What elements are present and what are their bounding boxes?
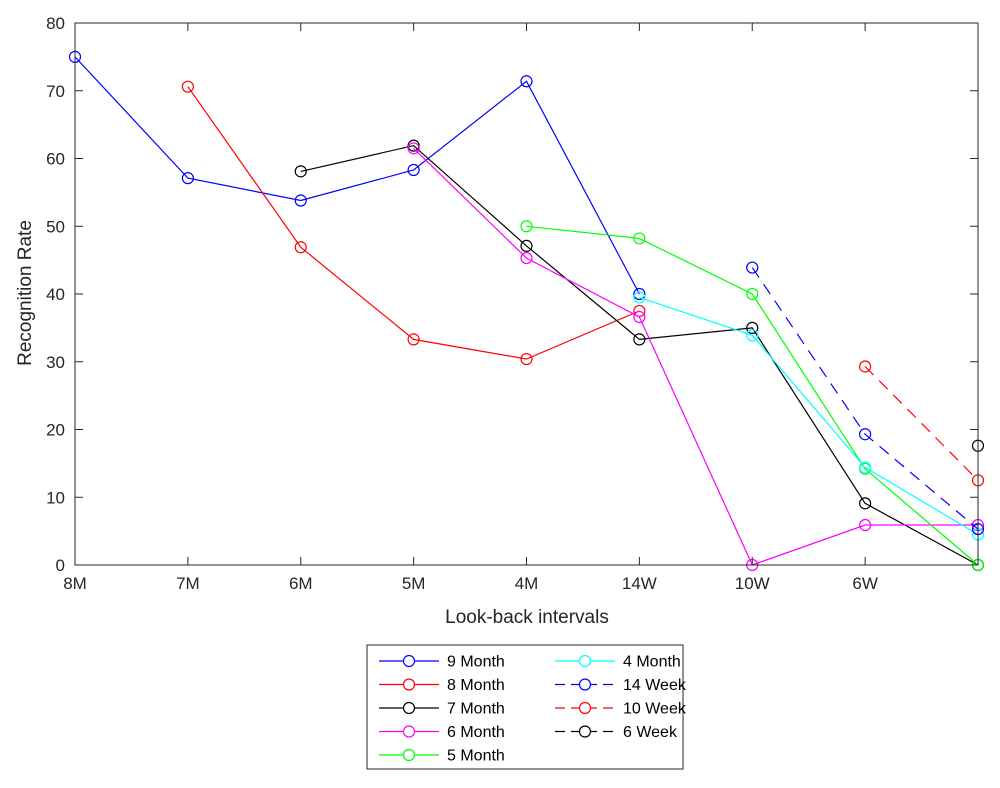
x-tick-label: 6W [852, 574, 878, 593]
legend-label: 7 Month [447, 701, 505, 718]
legend-marker [402, 725, 416, 738]
legend-marker [578, 654, 592, 668]
data-point [294, 165, 307, 178]
y-tick-label: 40 [46, 285, 65, 304]
y-tick-label: 30 [46, 353, 65, 372]
legend-item: 8 Month [379, 677, 505, 694]
data-point [859, 428, 872, 441]
series-line [864, 366, 979, 481]
data-point [633, 232, 646, 245]
legend-label: 10 Week [623, 701, 687, 718]
legend-label: 14 Week [623, 677, 687, 694]
data-point [746, 287, 759, 301]
data-point [633, 333, 646, 346]
legend-marker [402, 748, 416, 762]
series-line [187, 86, 640, 360]
legend-marker [578, 678, 592, 691]
series-line [74, 56, 640, 295]
legend-box [366, 644, 684, 770]
data-point [859, 360, 872, 373]
x-tick-label: 8M [63, 574, 87, 593]
y-tick-label: 80 [46, 14, 65, 33]
legend-label: 5 Month [447, 748, 505, 765]
x-tick-label: 10W [735, 574, 770, 593]
series-line [639, 296, 979, 536]
data-point [520, 251, 533, 265]
y-tick-label: 60 [46, 150, 65, 169]
data-point [520, 220, 533, 233]
series-line [413, 147, 978, 566]
legend-item: 6 Week [555, 724, 678, 741]
data-point [181, 80, 194, 93]
plot-area [68, 50, 985, 572]
legend-item: 14 Week [555, 677, 687, 694]
series-line [300, 144, 979, 566]
x-tick-label: 4M [515, 574, 539, 593]
legend-label: 6 Week [623, 724, 678, 741]
legend-label: 6 Month [447, 724, 505, 741]
legend-label: 9 Month [447, 654, 505, 671]
y-tick-label: 10 [46, 488, 65, 507]
data-point [407, 163, 420, 177]
y-tick-label: 70 [46, 82, 65, 101]
x-tick-label: 7M [176, 574, 200, 593]
x-tick-label: 5M [402, 574, 426, 593]
legend-item: 6 Month [379, 724, 505, 741]
y-axis-title: Recognition Rate [15, 220, 36, 366]
data-point [746, 321, 759, 334]
legend-marker [402, 701, 416, 715]
data-point [633, 310, 646, 324]
y-tick-label: 50 [46, 217, 65, 236]
series-8-month [181, 80, 646, 366]
x-tick-label: 6M [289, 574, 313, 593]
x-tick-label: 14W [622, 574, 657, 593]
legend-label: 8 Month [447, 677, 505, 694]
data-point [633, 287, 646, 301]
legend-item: 5 Month [379, 748, 505, 765]
legend-marker [402, 654, 416, 668]
legend-item: 10 Week [555, 701, 687, 718]
data-point [746, 329, 759, 342]
legend-item: 9 Month [379, 654, 505, 671]
y-tick-label: 0 [56, 556, 65, 575]
chart-legend: 9 Month 8 Month 7 Month 6 Month 5 Month 4 Mon… [366, 644, 687, 770]
legend-marker [578, 725, 592, 738]
data-point [859, 518, 872, 532]
series-4-month [633, 291, 985, 541]
data-point [859, 497, 872, 510]
data-point [407, 142, 420, 155]
data-point [520, 75, 533, 88]
data-point [294, 194, 307, 207]
data-point [407, 333, 420, 346]
legend-item: 7 Month [379, 701, 505, 718]
data-point [633, 291, 646, 304]
data-point [520, 352, 533, 366]
legend-marker [578, 701, 592, 715]
x-axis-title: Look-back intervals [445, 607, 609, 628]
legend-item: 4 Month [555, 654, 681, 671]
legend-label: 4 Month [623, 654, 681, 671]
data-point [746, 261, 759, 274]
series-line [751, 267, 979, 530]
data-point [294, 241, 307, 254]
data-point [181, 172, 194, 185]
axis-ticks: 0 10 20 30 40 50 60 70 80 8M 7M 6M 5M 4M 14W 10W 6W [46, 14, 979, 593]
data-point [520, 239, 533, 252]
series-line [526, 225, 979, 566]
data-point [859, 461, 872, 474]
y-tick-label: 20 [46, 421, 65, 440]
data-point [407, 139, 420, 152]
legend-marker [402, 678, 416, 691]
